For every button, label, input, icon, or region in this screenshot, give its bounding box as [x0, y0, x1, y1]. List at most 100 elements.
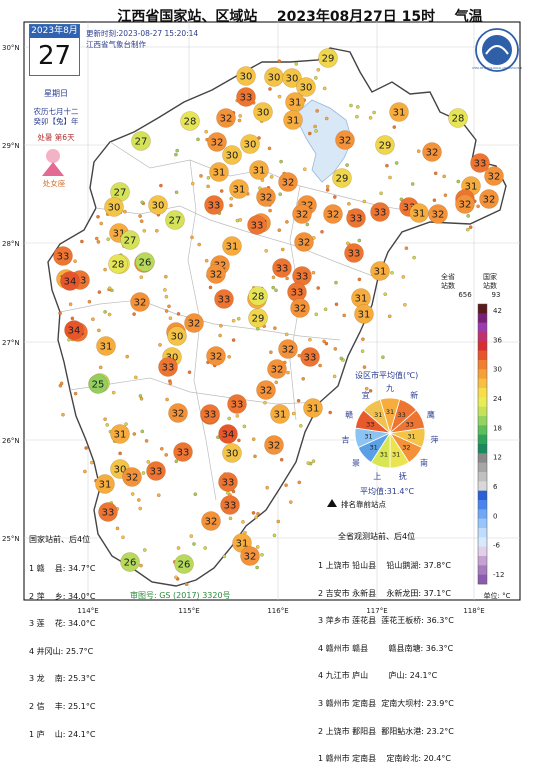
regional-station-dot — [98, 365, 103, 370]
pie-label: 九 — [386, 384, 394, 393]
regional-station-dot — [164, 294, 169, 299]
station-marker — [455, 194, 475, 214]
station-marker — [158, 357, 178, 377]
legend-swatch — [478, 313, 487, 323]
regional-station-dot — [276, 519, 281, 524]
station-marker — [479, 189, 499, 209]
station-marker — [282, 68, 302, 88]
regional-station-dot — [107, 286, 112, 290]
rank-note: 排名靠前站点 — [327, 499, 386, 509]
station-value: 32 — [188, 319, 201, 330]
national-stations: 93 — [492, 291, 501, 299]
regional-station-dot — [314, 312, 319, 317]
national-row: 2 萍 乡: 34.0°C — [29, 591, 96, 601]
legend-swatch — [478, 556, 487, 566]
regional-station-dot — [432, 198, 437, 202]
regional-station-dot — [99, 221, 103, 226]
pie-label: 吉 — [342, 435, 350, 444]
station-value: 30 — [108, 203, 121, 214]
station-value: 32 — [327, 210, 340, 221]
station-value: 27 — [169, 216, 182, 227]
station-marker — [148, 195, 168, 215]
station-marker — [218, 472, 238, 492]
lat-label: 27°N — [2, 339, 20, 347]
regional-station-dot — [314, 129, 318, 133]
station-marker — [214, 289, 234, 309]
regional-station-dot — [308, 131, 312, 136]
regional-station-dot — [238, 114, 242, 118]
legend-swatch — [478, 322, 487, 333]
station-value: 33 — [208, 201, 221, 212]
regional-station-dot — [372, 110, 376, 115]
station-value: 32 — [432, 210, 445, 221]
legend-swatch — [478, 481, 487, 491]
station-value: 33 — [240, 93, 253, 104]
all-row: 4 九江市 庐山 庐山: 24.1°C — [318, 671, 438, 681]
regional-station-dot — [96, 240, 101, 244]
lon-label: 117°E — [366, 607, 387, 615]
station-value: 32 — [488, 172, 501, 183]
regional-station-dot — [174, 575, 178, 580]
lat-label: 26°N — [2, 437, 20, 445]
station-value: 32 — [210, 352, 223, 363]
regional-station-dot — [190, 235, 194, 240]
station-marker — [248, 308, 268, 328]
legend-scale-label: -6 — [493, 542, 501, 550]
regional-station-dot — [291, 411, 296, 416]
regional-station-dot — [265, 485, 269, 490]
regional-station-dot — [203, 546, 207, 550]
regional-station-dot — [132, 312, 136, 316]
regional-station-dot — [103, 310, 107, 314]
station-marker — [174, 554, 194, 574]
national-row: 3 莲 花: 34.0°C — [29, 619, 96, 629]
regional-station-dot — [271, 275, 276, 280]
legend-scale-label: -12 — [493, 571, 504, 579]
station-value: 34 — [64, 277, 77, 288]
all-row: 1 赣州市 定南县 定南岭北: 20.4°C — [318, 754, 451, 764]
regional-station-dot — [305, 222, 310, 227]
regional-station-dot — [278, 192, 282, 196]
regional-station-dot — [257, 136, 261, 140]
station-marker — [173, 442, 193, 462]
regional-station-dot — [268, 87, 272, 91]
station-marker — [335, 130, 355, 150]
pie-value: 31 — [369, 444, 377, 452]
regional-station-dot — [143, 548, 147, 552]
station-value: 33 — [296, 272, 309, 283]
station-value: 26 — [139, 258, 152, 269]
station-value: 33 — [204, 410, 217, 421]
station-value: 31 — [113, 229, 126, 240]
station-marker — [318, 48, 338, 68]
station-value: 32 — [271, 365, 284, 376]
station-marker — [256, 380, 276, 400]
regional-station-dot — [204, 129, 208, 134]
regional-station-dot — [227, 355, 231, 359]
regional-station-dot — [299, 424, 303, 428]
station-value: 31 — [213, 168, 226, 179]
regional-station-dot — [206, 184, 210, 189]
legend-swatch — [478, 369, 487, 379]
station-value: 32 — [172, 409, 185, 420]
station-marker — [253, 102, 273, 122]
station-value: 32 — [294, 304, 307, 315]
regional-station-dot — [184, 582, 189, 586]
legend-scale-label: 6 — [493, 483, 498, 491]
regional-station-dot — [362, 199, 367, 204]
station-value: 33 — [222, 478, 235, 489]
station-value: 30 — [286, 74, 299, 85]
total-stations: 656 — [458, 291, 472, 299]
regional-station-dot — [236, 316, 241, 321]
station-marker — [354, 304, 374, 324]
station-value: 32 — [483, 195, 496, 206]
calendar: 2023年8月 27 — [29, 24, 80, 76]
pie-label: 景 — [352, 459, 360, 468]
city-average-pie: 31 九 33 新 33 鹰 31 萍 32 南 31 抚 31 上 31 景 31 吉 33 赣 31 宜 — [342, 384, 439, 481]
regional-station-dot — [237, 438, 241, 443]
station-value: 28 — [252, 292, 265, 303]
regional-station-dot — [189, 534, 194, 538]
station-value: 33 — [291, 288, 304, 299]
regional-station-dot — [269, 175, 274, 179]
cma-logo: CHINA METEOROLOGICAL ADMINISTRATION — [472, 28, 522, 72]
province-outline — [47, 47, 507, 587]
station-marker — [96, 336, 116, 356]
